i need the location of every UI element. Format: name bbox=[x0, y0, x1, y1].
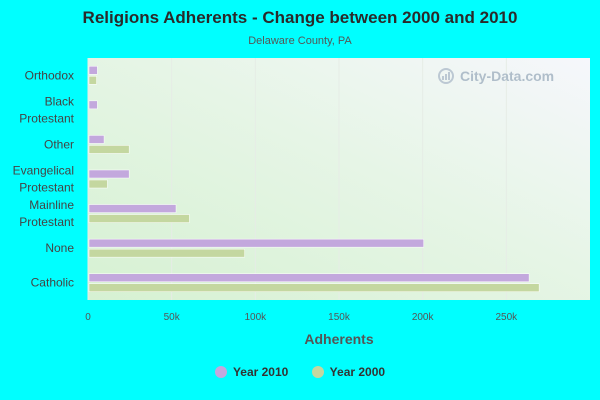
chart-title: Religions Adherents - Change between 200… bbox=[82, 8, 518, 27]
bar-2010 bbox=[88, 204, 177, 213]
chart-subtitle: Delaware County, PA bbox=[248, 35, 352, 47]
category-label: Evangelical bbox=[13, 164, 74, 178]
x-tick-label: 50k bbox=[164, 312, 181, 323]
x-tick-label: 150k bbox=[328, 312, 351, 323]
category-label: Orthodox bbox=[25, 68, 74, 82]
bar-2010 bbox=[88, 273, 530, 282]
city-data-logo-icon bbox=[438, 68, 454, 84]
bar-2010 bbox=[88, 238, 424, 248]
legend-swatch-2010 bbox=[214, 366, 227, 378]
legend-item-2010: Year 2010 bbox=[214, 365, 289, 379]
category-label: Mainline bbox=[29, 198, 74, 212]
x-tick-label: 100k bbox=[244, 312, 267, 323]
x-tick-label: 200k bbox=[412, 312, 435, 323]
bar-2010 bbox=[88, 169, 130, 179]
bar-2010 bbox=[88, 66, 98, 75]
legend: Year 2010 Year 2000 bbox=[0, 365, 600, 379]
legend-label-2010: Year 2010 bbox=[232, 365, 289, 379]
watermark-text: City-Data.com bbox=[460, 68, 555, 84]
bar-2000 bbox=[88, 214, 190, 223]
bar-2000 bbox=[88, 76, 97, 85]
legend-label-2000: Year 2000 bbox=[329, 365, 386, 379]
bar-2010 bbox=[88, 100, 98, 110]
category-label: Protestant bbox=[19, 215, 74, 229]
category-label: Black bbox=[45, 94, 75, 108]
bar-2000 bbox=[88, 248, 245, 258]
bar-2000 bbox=[88, 145, 130, 154]
legend-swatch-2000 bbox=[311, 366, 324, 378]
x-axis-title: Adherents bbox=[304, 331, 373, 347]
x-tick-label: 250k bbox=[495, 312, 518, 323]
category-label: None bbox=[45, 241, 74, 255]
x-tick-label: 0 bbox=[85, 312, 91, 323]
legend-item-2000: Year 2000 bbox=[311, 365, 386, 379]
category-label: Other bbox=[44, 137, 74, 151]
bar-2010 bbox=[88, 135, 105, 144]
bar-2000 bbox=[88, 283, 540, 292]
bar-2000 bbox=[88, 179, 108, 189]
category-label: Protestant bbox=[19, 111, 74, 125]
category-label: Catholic bbox=[31, 276, 74, 290]
category-label: Protestant bbox=[19, 181, 74, 195]
watermark: City-Data.com bbox=[438, 68, 554, 84]
